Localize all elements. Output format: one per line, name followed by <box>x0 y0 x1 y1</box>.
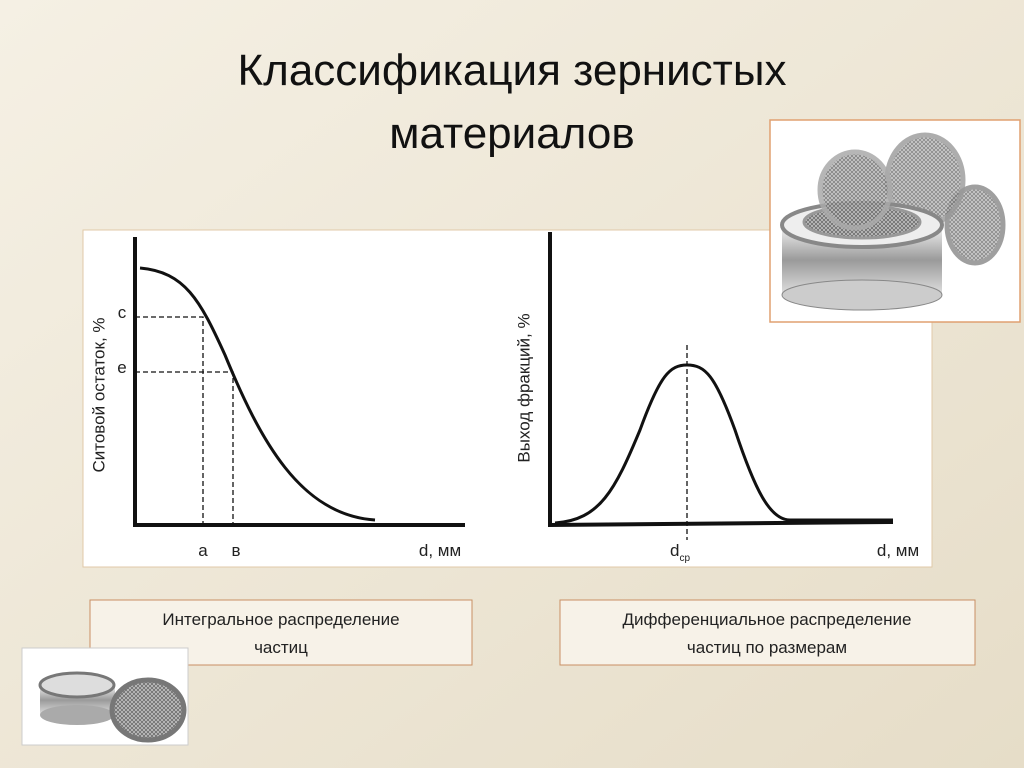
title-line: Классификация зернистых <box>238 46 787 95</box>
axes <box>133 237 465 527</box>
x-mark: dср <box>670 541 690 564</box>
axes <box>548 232 894 528</box>
x-mark: в <box>231 541 240 560</box>
x-axis-label: d, мм <box>877 541 919 560</box>
caption: Интегральное распределение <box>162 610 399 629</box>
right-diagram <box>548 232 894 540</box>
caption: частиц <box>254 638 308 657</box>
curve <box>139 266 376 522</box>
x-mark: a <box>198 541 208 560</box>
x-mark-main: d <box>670 541 679 560</box>
sieve-photo <box>769 119 1021 323</box>
y-axis-label: Выход фракций, % <box>514 313 533 462</box>
caption: Дифференциальное распределение <box>623 610 912 629</box>
caption: частиц по размерам <box>687 638 847 657</box>
x-axis-label: d, мм <box>419 541 461 560</box>
guide-lines <box>135 316 234 525</box>
title-line: материалов <box>389 109 634 158</box>
x-mark-sub: ср <box>679 553 690 564</box>
sieve-photo <box>21 647 189 746</box>
y-mark: c <box>118 303 127 322</box>
y-mark: e <box>117 358 126 377</box>
left-diagram <box>133 237 465 527</box>
caption-box <box>559 599 976 666</box>
y-axis-label: Ситовой остаток, % <box>89 317 108 472</box>
